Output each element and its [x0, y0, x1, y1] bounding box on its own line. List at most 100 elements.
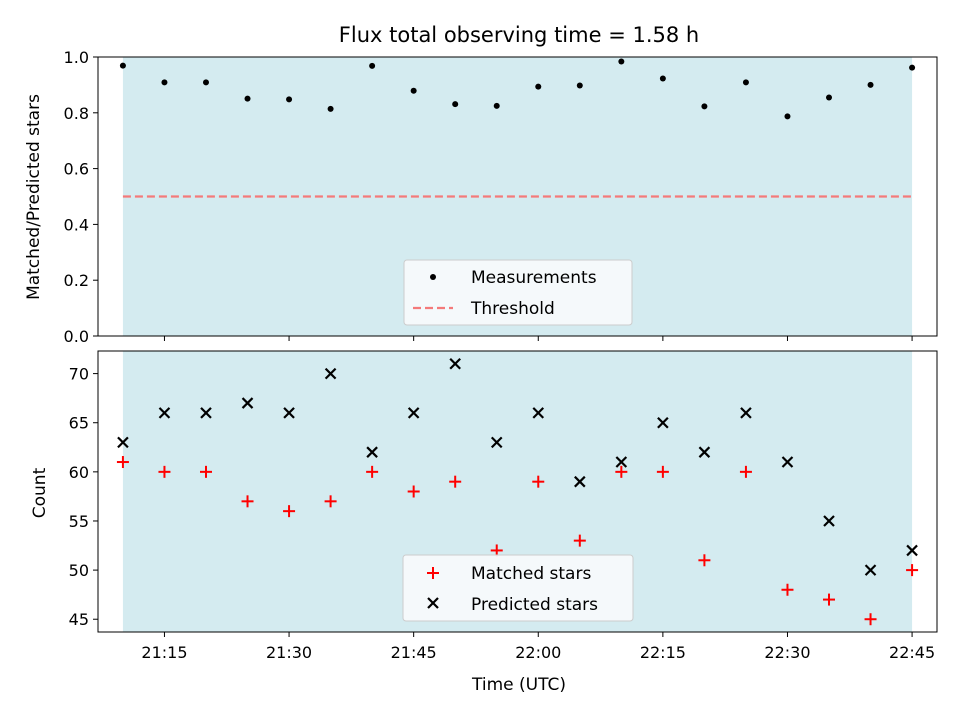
matched-star-point [241, 495, 254, 508]
bottom-y-tick-label: 60 [69, 463, 89, 482]
predicted-star-x-stroke [283, 407, 295, 419]
measurement-point [576, 82, 583, 89]
bottom-y-tick-label: 45 [69, 610, 89, 629]
predicted-stars-points [117, 357, 918, 576]
predicted-star-point [823, 515, 835, 527]
measurement-point [161, 79, 168, 86]
measurement-point [327, 105, 334, 112]
measurement-point [119, 62, 126, 69]
bottom-x-tick-label: 21:15 [141, 643, 187, 662]
legend-measurements-marker [430, 274, 436, 280]
matched-star-point [490, 544, 503, 557]
predicted-star-point [117, 436, 129, 449]
measurement-point [410, 87, 417, 94]
measurement-point [286, 96, 293, 103]
bottom-x-tick-label: 22:00 [515, 643, 561, 662]
predicted-star-point [698, 446, 711, 458]
predicted-star-x-stroke [490, 436, 503, 449]
measurement-point [202, 79, 209, 86]
top-y-tick-label: 1.0 [64, 48, 89, 67]
predicted-star-x-stroke [574, 475, 586, 488]
predicted-star-x-stroke [158, 407, 171, 419]
bottom-y-axis-label: Count [30, 467, 50, 518]
predicted-star-point [532, 407, 545, 419]
bottom-legend: Matched stars Predicted stars [402, 554, 634, 622]
matched-star-point [615, 465, 628, 478]
predicted-star-point [864, 564, 877, 576]
matched-star-point [864, 613, 877, 626]
predicted-star-point [449, 357, 461, 370]
predicted-star-x-stroke [864, 564, 877, 576]
x-axis-label: Time (UTC) [471, 675, 566, 695]
top-y-tick-label: 0.0 [64, 327, 89, 346]
bottom-y-tick-label: 50 [69, 561, 89, 580]
legend-matched-marker [427, 567, 439, 579]
matched-star-point [199, 465, 212, 478]
measurement-point [909, 64, 916, 71]
matched-star-point [781, 583, 794, 596]
matched-star-point [739, 465, 752, 478]
matched-star-point [906, 564, 919, 577]
top-x-ticks [163, 336, 913, 341]
measurement-point [826, 94, 833, 101]
legend-measurements-label: Measurements [471, 268, 597, 288]
matched-star-point [449, 475, 462, 488]
predicted-star-x-stroke [200, 407, 212, 419]
predicted-star-x-stroke [117, 436, 129, 449]
measurement-point [618, 58, 625, 65]
predicted-star-x-stroke [698, 446, 711, 458]
measurement-point [244, 95, 251, 102]
predicted-star-x-stroke [449, 357, 461, 370]
predicted-star-x-stroke [241, 397, 254, 409]
bottom-y-tick-label: 65 [69, 414, 89, 433]
bottom-x-tick-label: 22:30 [764, 643, 810, 662]
top-y-ticks: 0.0 0.2 0.4 0.6 0.8 1.0 [64, 48, 98, 346]
bottom-y-ticks: 45 50 55 60 65 70 [69, 365, 98, 629]
top-y-tick-label: 0.8 [64, 104, 89, 123]
chart-title: Flux total observing time = 1.58 h [339, 23, 699, 47]
top-axes-frame [97, 56, 938, 337]
matched-star-point [158, 465, 171, 478]
predicted-star-point [407, 407, 420, 419]
matched-star-point [324, 495, 337, 508]
legend-matched-label: Matched stars [471, 564, 591, 584]
top-legend-box [403, 259, 633, 326]
bottom-x-tick-label: 22:15 [640, 643, 686, 662]
measurement-point [493, 102, 500, 109]
matched-stars-points [116, 456, 919, 626]
matched-star-point [823, 593, 836, 606]
bottom-x-tick-label: 21:30 [266, 643, 312, 662]
bottom-y-tick-label: 55 [69, 512, 89, 531]
predicted-star-x-stroke [615, 456, 628, 468]
predicted-star-point [490, 436, 503, 449]
measurement-point [535, 83, 542, 90]
matched-star-point [656, 465, 669, 478]
predicted-star-point [200, 407, 212, 419]
top-y-axis-label: Matched/Predicted stars [24, 94, 44, 300]
measurement-point [452, 101, 459, 108]
bottom-panel: 45 50 55 60 65 70 21:15 21:30 21:45 22:00 22:15 22… [30, 350, 938, 695]
predicted-star-point [283, 407, 295, 419]
measurement-point [701, 103, 708, 110]
top-y-tick-label: 0.2 [64, 271, 89, 290]
measurement-point [659, 75, 666, 82]
measurement-point [867, 81, 874, 88]
top-panel: Flux total observing time = 1.58 h 0.0 0.… [24, 23, 938, 346]
predicted-star-point [324, 367, 337, 380]
measurement-point [784, 113, 791, 120]
matched-star-point [573, 534, 586, 547]
predicted-star-x-stroke [407, 407, 420, 419]
predicted-star-point [366, 446, 378, 458]
matched-star-point [698, 554, 711, 567]
predicted-star-point [740, 407, 752, 419]
top-legend: Measurements Threshold [403, 259, 633, 326]
predicted-star-point [574, 475, 586, 488]
legend-predicted-label: Predicted stars [471, 595, 598, 615]
predicted-star-x-stroke [324, 367, 337, 380]
predicted-star-point [241, 397, 254, 409]
predicted-star-x-stroke [657, 416, 669, 429]
predicted-star-x-stroke [532, 407, 545, 419]
predicted-star-x-stroke [906, 544, 918, 557]
predicted-star-point [657, 416, 669, 429]
